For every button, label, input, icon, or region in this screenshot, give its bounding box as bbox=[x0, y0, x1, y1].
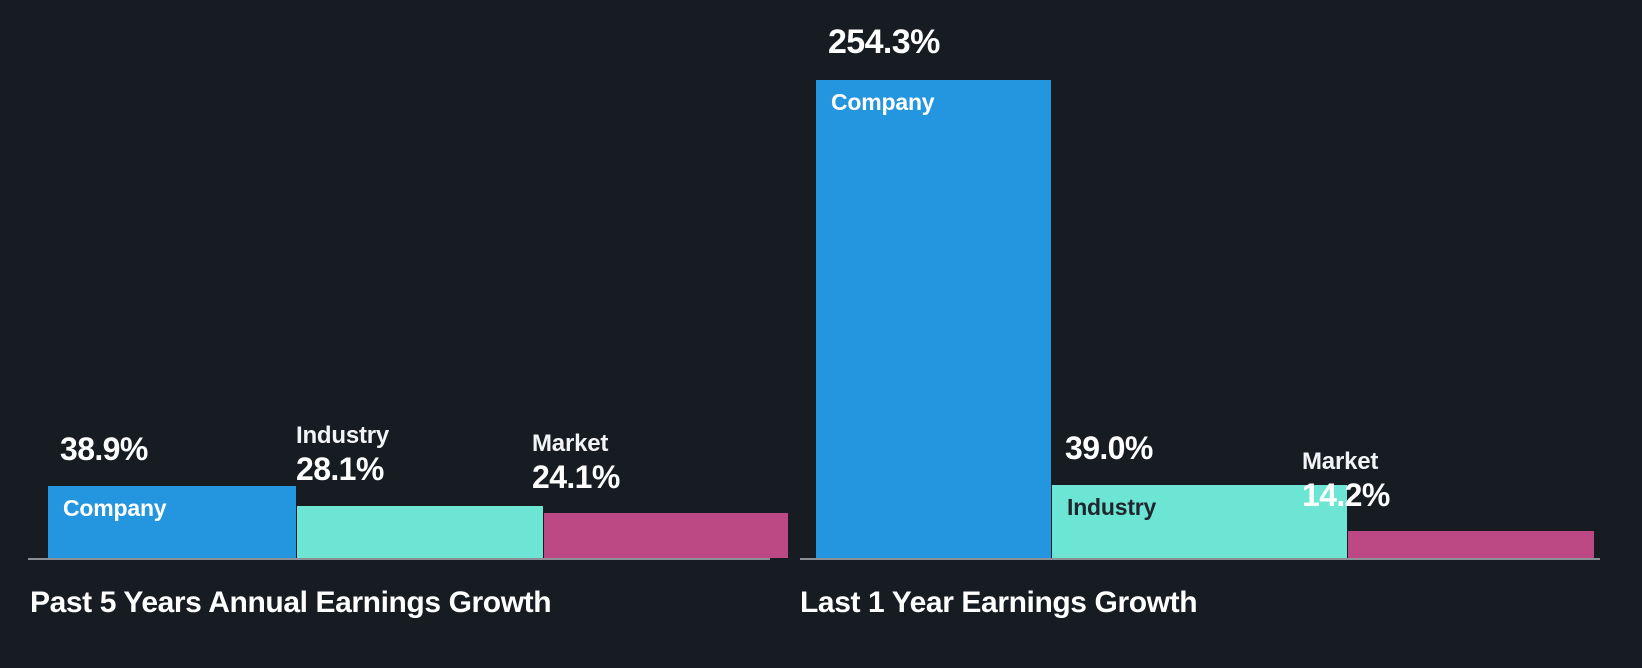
chart-panel-past-5-years: Company 38.9% Industry 28.1% Market 24.1… bbox=[0, 0, 790, 668]
bar-market-callout: Market 24.1% bbox=[532, 430, 620, 496]
bar-market[interactable] bbox=[544, 513, 788, 558]
bar-company-label: Company bbox=[831, 89, 935, 115]
bar-market-label: Market bbox=[532, 430, 609, 457]
chart-title-past-5-years: Past 5 Years Annual Earnings Growth bbox=[30, 586, 552, 619]
bar-company[interactable]: Company bbox=[48, 486, 296, 558]
baseline-axis bbox=[800, 558, 1600, 560]
bar-industry-value: 28.1% bbox=[296, 451, 384, 487]
plot-area-last-1-year: Company 254.3% Industry 39.0% Market 14.… bbox=[800, 0, 1642, 560]
bar-industry[interactable]: Industry bbox=[1052, 485, 1347, 558]
bar-industry-label: Industry bbox=[296, 422, 390, 449]
bar-industry-callout: Industry 28.1% bbox=[296, 422, 389, 488]
bar-industry-value: 39.0% bbox=[1065, 430, 1153, 466]
bar-company-callout: 38.9% bbox=[60, 430, 148, 468]
bar-industry[interactable] bbox=[297, 506, 543, 558]
bar-company-label: Company bbox=[63, 495, 167, 521]
baseline-axis bbox=[28, 558, 770, 560]
bar-market[interactable] bbox=[1348, 531, 1594, 558]
bar-industry-callout: 39.0% bbox=[1065, 429, 1153, 467]
bar-company-value: 38.9% bbox=[60, 431, 148, 467]
bar-market-label: Market bbox=[1302, 448, 1379, 475]
bar-company[interactable]: Company bbox=[816, 80, 1051, 558]
bar-company-callout: 254.3% bbox=[828, 22, 940, 62]
bar-market-value: 14.2% bbox=[1302, 477, 1390, 513]
chart-panel-last-1-year: Company 254.3% Industry 39.0% Market 14.… bbox=[800, 0, 1642, 668]
bar-market-value: 24.1% bbox=[532, 459, 620, 495]
chart-title-last-1-year: Last 1 Year Earnings Growth bbox=[800, 586, 1198, 619]
bar-market-callout: Market 14.2% bbox=[1302, 448, 1390, 514]
plot-area-past-5-years: Company 38.9% Industry 28.1% Market 24.1… bbox=[0, 0, 790, 560]
bar-industry-label: Industry bbox=[1067, 494, 1157, 520]
bar-company-value: 254.3% bbox=[828, 23, 940, 61]
